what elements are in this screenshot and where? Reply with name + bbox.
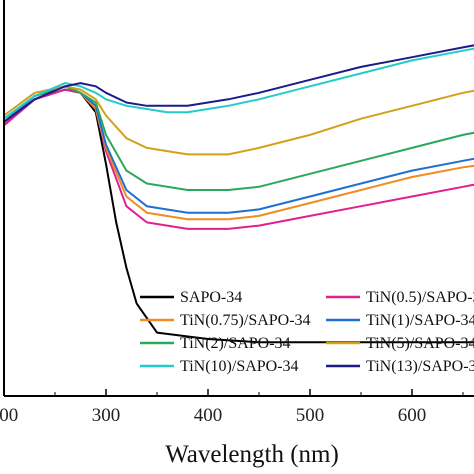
legend-label-3: TiN(0.75)/SAPO-34: [180, 312, 311, 329]
legend-label-2: TiN(0.5)/SAPO-34: [366, 289, 474, 306]
legend: SAPO-34 TiN(0.5)/SAPO-34 TiN(0.75)/SAPO-34…: [140, 289, 474, 375]
legend-label-7: TiN(10)/SAPO-34: [180, 358, 299, 375]
legend-label-8: TiN(13)/SAPO-34: [366, 358, 474, 375]
series-line-8: [3, 44, 474, 123]
legend-label-1: SAPO-34: [180, 289, 242, 306]
x-tick-label: 400: [194, 405, 223, 426]
series-line-7: [3, 47, 474, 120]
x-tick-label: 500: [296, 405, 325, 426]
series-line-6: [3, 85, 474, 156]
series-line-5: [3, 85, 474, 191]
legend-label-6: TiN(5)/SAPO-34: [366, 335, 474, 352]
axes-layer: [3, 0, 474, 397]
x-tick-label: 200: [0, 405, 18, 426]
legend-label-4: TiN(1)/SAPO-34: [366, 312, 474, 329]
legend-label-5: TiN(2)/SAPO-34: [180, 335, 291, 352]
x-tick-label: 600: [398, 405, 427, 426]
series-layer: [3, 44, 474, 344]
ticks-layer: 200300400500600700: [0, 389, 464, 426]
x-tick-label: 300: [92, 405, 121, 426]
x-axis-title: Wavelength (nm): [165, 441, 339, 468]
